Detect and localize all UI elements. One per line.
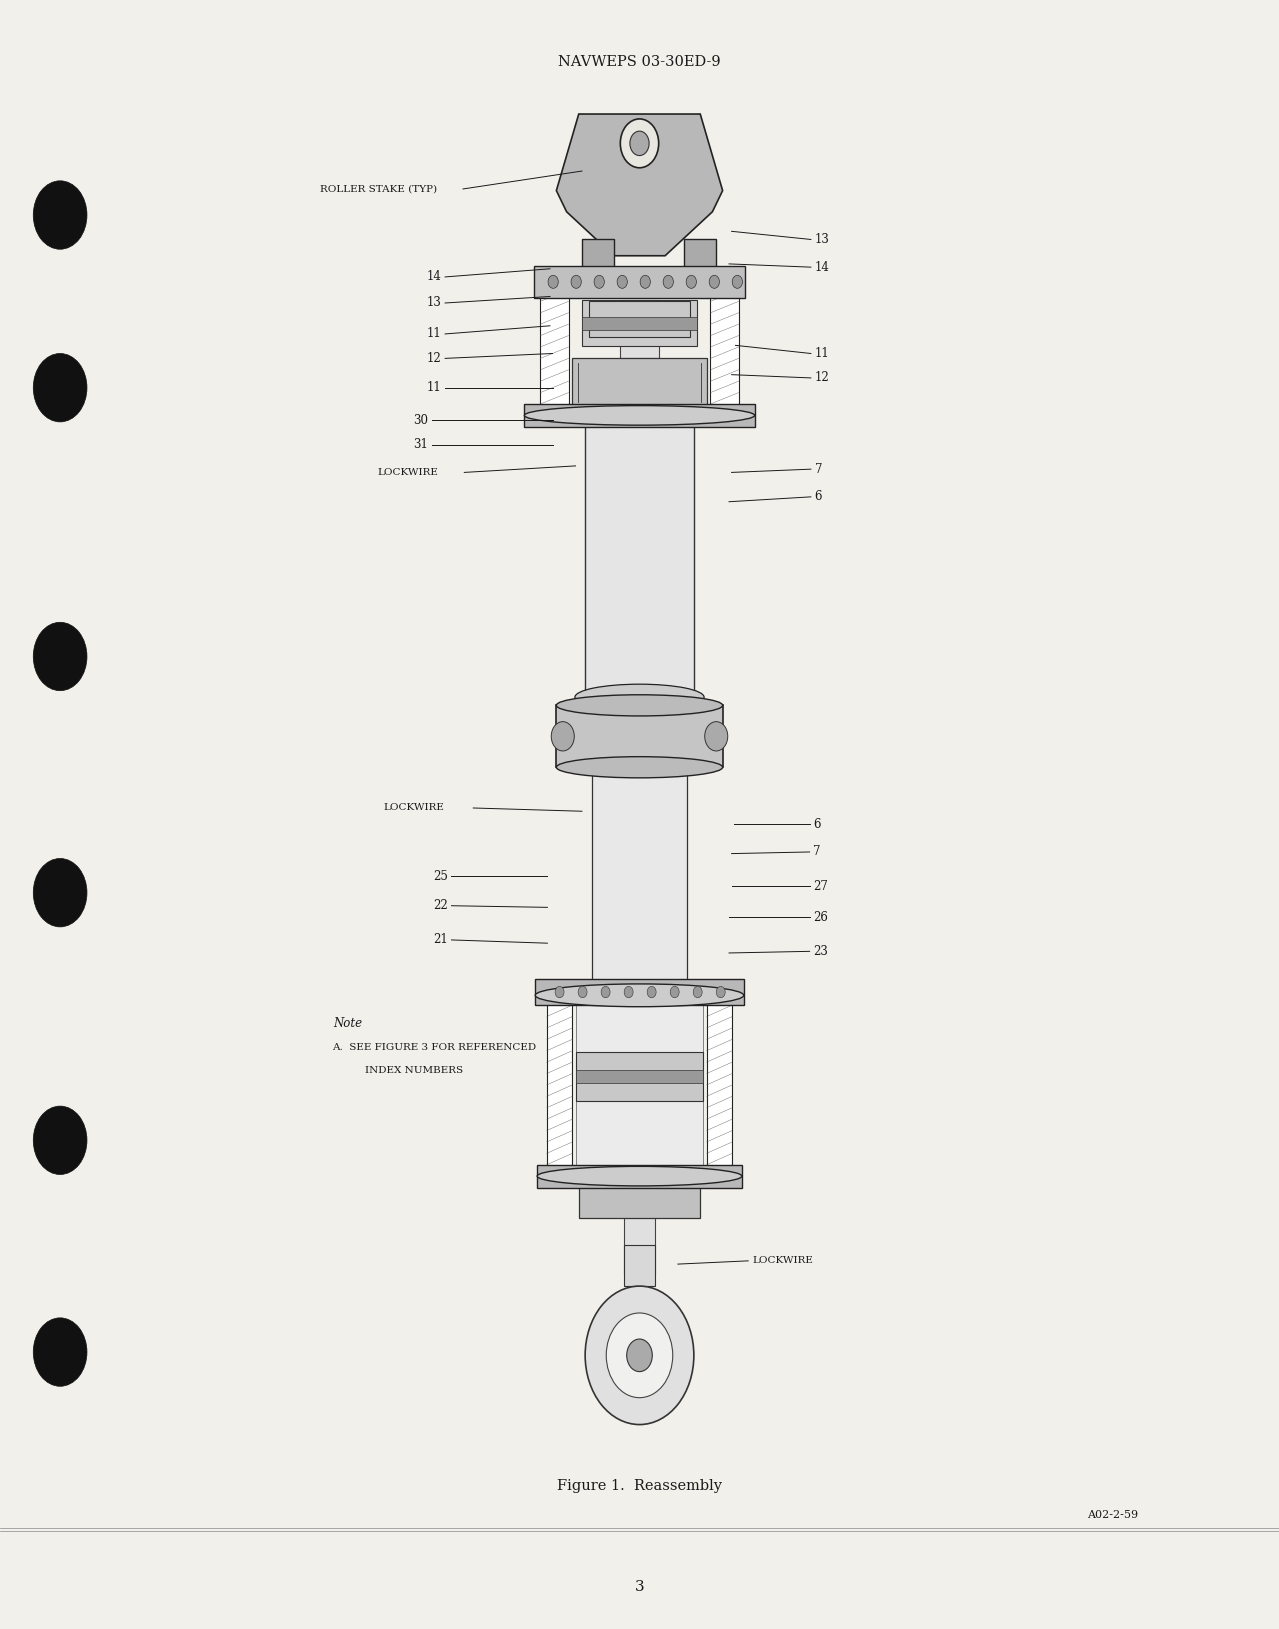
Text: 26: 26: [813, 911, 829, 924]
Text: 7: 7: [815, 463, 822, 476]
Text: LOCKWIRE: LOCKWIRE: [384, 803, 445, 813]
Text: 27: 27: [813, 880, 829, 893]
FancyBboxPatch shape: [582, 239, 614, 288]
Ellipse shape: [578, 986, 587, 997]
FancyBboxPatch shape: [533, 266, 744, 298]
Ellipse shape: [551, 722, 574, 751]
Circle shape: [33, 1106, 87, 1175]
Ellipse shape: [524, 406, 755, 425]
FancyBboxPatch shape: [576, 1003, 702, 1168]
FancyBboxPatch shape: [578, 1186, 700, 1218]
Ellipse shape: [705, 722, 728, 751]
Text: 21: 21: [432, 933, 448, 946]
Text: 11: 11: [426, 327, 441, 340]
Text: 22: 22: [432, 899, 448, 912]
Ellipse shape: [547, 275, 558, 288]
Text: ROLLER STAKE (TYP): ROLLER STAKE (TYP): [320, 184, 437, 194]
FancyBboxPatch shape: [546, 995, 572, 1176]
Ellipse shape: [629, 132, 648, 155]
Circle shape: [33, 1318, 87, 1386]
Text: LOCKWIRE: LOCKWIRE: [752, 1256, 813, 1266]
Text: 12: 12: [815, 371, 830, 384]
Text: 7: 7: [813, 845, 821, 858]
Ellipse shape: [620, 119, 659, 168]
Ellipse shape: [537, 1166, 742, 1186]
Circle shape: [33, 858, 87, 927]
FancyBboxPatch shape: [582, 300, 697, 345]
FancyBboxPatch shape: [582, 316, 697, 329]
Ellipse shape: [593, 275, 604, 288]
Ellipse shape: [693, 986, 702, 997]
Text: 14: 14: [815, 261, 830, 274]
Ellipse shape: [616, 275, 627, 288]
FancyBboxPatch shape: [540, 267, 568, 415]
FancyBboxPatch shape: [623, 1245, 655, 1287]
Ellipse shape: [556, 757, 723, 779]
FancyBboxPatch shape: [706, 995, 732, 1176]
Text: 3: 3: [634, 1580, 645, 1593]
FancyBboxPatch shape: [576, 1070, 702, 1083]
FancyBboxPatch shape: [684, 239, 716, 288]
FancyBboxPatch shape: [620, 300, 659, 358]
Ellipse shape: [556, 694, 723, 715]
Text: 31: 31: [413, 438, 428, 451]
Ellipse shape: [640, 275, 650, 288]
FancyBboxPatch shape: [576, 1052, 702, 1101]
Text: A02-2-59: A02-2-59: [1087, 1510, 1138, 1520]
Text: 13: 13: [815, 233, 830, 246]
Ellipse shape: [664, 275, 673, 288]
Ellipse shape: [670, 986, 679, 997]
FancyBboxPatch shape: [572, 358, 707, 407]
Ellipse shape: [555, 986, 564, 997]
Ellipse shape: [601, 986, 610, 997]
Ellipse shape: [570, 275, 581, 288]
Ellipse shape: [535, 984, 743, 1007]
FancyBboxPatch shape: [537, 1165, 742, 1188]
Text: 13: 13: [426, 296, 441, 310]
FancyBboxPatch shape: [623, 1215, 655, 1274]
Polygon shape: [556, 114, 723, 256]
Circle shape: [33, 622, 87, 691]
Text: INDEX NUMBERS: INDEX NUMBERS: [365, 1065, 463, 1075]
FancyBboxPatch shape: [591, 774, 687, 1002]
Ellipse shape: [716, 986, 725, 997]
Text: Figure 1.  Reassembly: Figure 1. Reassembly: [556, 1479, 723, 1492]
Ellipse shape: [624, 986, 633, 997]
Text: 23: 23: [813, 945, 829, 958]
FancyBboxPatch shape: [535, 979, 743, 1005]
FancyBboxPatch shape: [585, 425, 693, 697]
Text: 6: 6: [815, 490, 822, 503]
Text: 11: 11: [426, 381, 441, 394]
Text: 12: 12: [426, 352, 441, 365]
Text: 25: 25: [432, 870, 448, 883]
Ellipse shape: [606, 1313, 673, 1398]
Text: 14: 14: [426, 270, 441, 283]
Text: 11: 11: [815, 347, 830, 360]
Ellipse shape: [732, 275, 742, 288]
Circle shape: [33, 353, 87, 422]
Text: A.  SEE FIGURE 3 FOR REFERENCED: A. SEE FIGURE 3 FOR REFERENCED: [333, 1043, 537, 1052]
FancyBboxPatch shape: [710, 267, 738, 415]
Circle shape: [33, 181, 87, 249]
Text: 30: 30: [413, 414, 428, 427]
Ellipse shape: [627, 1339, 652, 1372]
Text: 6: 6: [813, 818, 821, 831]
FancyBboxPatch shape: [588, 301, 691, 337]
FancyBboxPatch shape: [556, 705, 723, 767]
Ellipse shape: [585, 1287, 693, 1424]
Ellipse shape: [647, 986, 656, 997]
Text: Note: Note: [334, 1016, 362, 1030]
FancyBboxPatch shape: [524, 404, 755, 427]
Ellipse shape: [574, 684, 703, 710]
Text: NAVWEPS 03-30ED-9: NAVWEPS 03-30ED-9: [558, 55, 721, 68]
Text: LOCKWIRE: LOCKWIRE: [377, 468, 439, 477]
Ellipse shape: [709, 275, 719, 288]
Ellipse shape: [686, 275, 696, 288]
